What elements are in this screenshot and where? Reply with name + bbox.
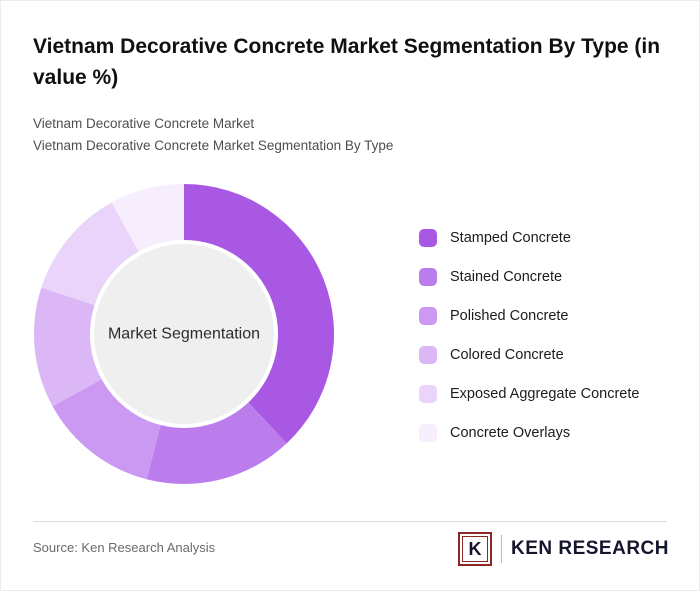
donut-segment xyxy=(52,379,161,480)
legend-swatch xyxy=(419,306,437,325)
legend-swatch xyxy=(419,384,437,403)
ken-research-logo-icon: K xyxy=(457,532,492,566)
legend-item: Concrete Overlays xyxy=(419,423,639,442)
footer-divider xyxy=(33,521,667,522)
chart-subtitle: Vietnam Decorative Concrete Market Vietn… xyxy=(33,113,669,157)
donut-segment xyxy=(34,287,102,407)
legend-label: Stained Concrete xyxy=(450,268,563,285)
logo-letter: K xyxy=(461,536,488,562)
chart-subtitle-line1: Vietnam Decorative Concrete Market xyxy=(33,116,255,131)
legend-swatch xyxy=(419,267,437,286)
donut-segments xyxy=(34,184,334,484)
page-title: Vietnam Decorative Concrete Market Segme… xyxy=(33,35,661,89)
legend-item: Stamped Concrete xyxy=(419,228,639,247)
legend-swatch xyxy=(419,423,437,442)
donut-segment xyxy=(184,184,334,444)
legend-swatch xyxy=(419,228,437,247)
legend-item: Polished Concrete xyxy=(419,306,639,325)
legend-label: Colored Concrete xyxy=(450,346,564,363)
legend: Stamped Concrete Stained Concrete Polish… xyxy=(419,228,639,442)
legend-swatch xyxy=(419,345,437,364)
legend-item: Stained Concrete xyxy=(419,267,639,286)
donut-segment xyxy=(41,202,139,305)
legend-label: Exposed Aggregate Concrete xyxy=(450,385,640,402)
donut-center-circle xyxy=(94,244,274,424)
legend-item: Exposed Aggregate Concrete xyxy=(419,384,639,403)
chart-subtitle-line2: Vietnam Decorative Concrete Market Segme… xyxy=(33,138,394,153)
ken-research-logo: K KEN RESEARCH xyxy=(457,532,669,566)
donut-center-label: Market Segmentation xyxy=(108,326,260,343)
donut-chart-svg: Market Segmentation xyxy=(34,184,334,484)
donut-segment xyxy=(111,184,184,252)
legend-label: Polished Concrete xyxy=(450,307,569,324)
legend-item: Colored Concrete xyxy=(419,345,639,364)
donut-chart: Market Segmentation xyxy=(34,184,334,484)
source-text: Source: Ken Research Analysis xyxy=(33,540,216,555)
legend-label: Concrete Overlays xyxy=(450,424,571,441)
logo-text: KEN RESEARCH xyxy=(510,538,669,559)
logo-separator xyxy=(500,535,502,563)
legend-label: Stamped Concrete xyxy=(450,229,571,246)
donut-segment xyxy=(146,402,287,484)
